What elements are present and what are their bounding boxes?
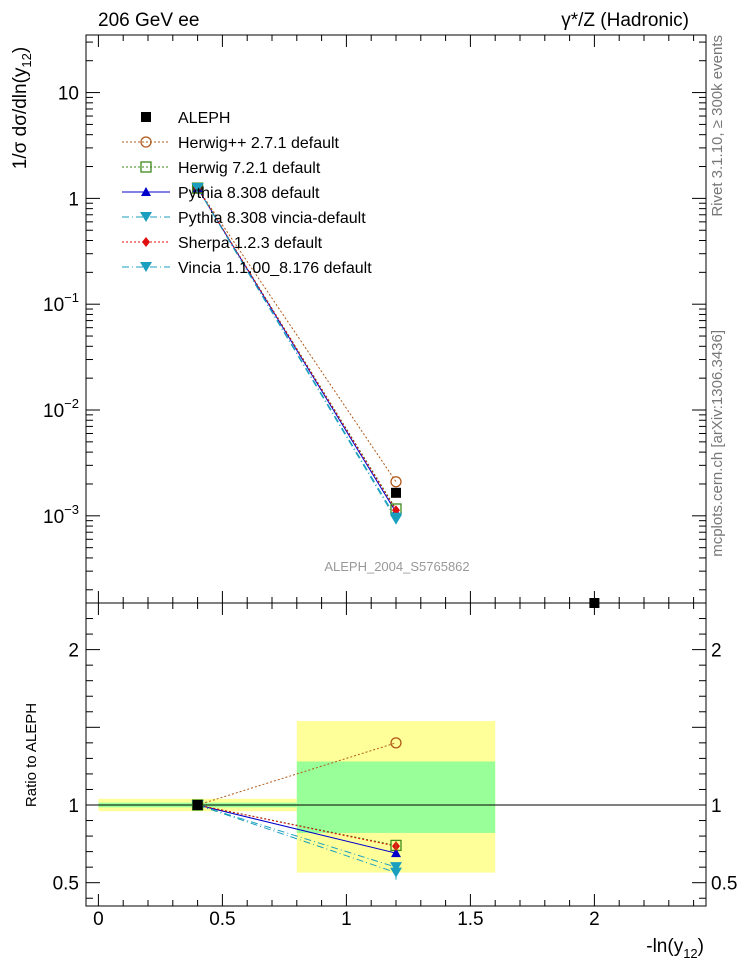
ratio-y-tick-label-right-2: 0.5	[711, 874, 737, 895]
legend-label-6: Vincia 1.1.00_8.176 default	[178, 260, 372, 277]
ratio-point-aleph-shape	[192, 800, 203, 810]
ratio-point-0-1-shape	[390, 737, 402, 749]
legend-marker-3-shape	[141, 187, 151, 196]
legend-marker-1-shape	[140, 136, 152, 148]
ratio-y-tick-label-right-0: 2	[711, 641, 722, 662]
y-tick-label-3: 10−2	[43, 396, 79, 422]
y-tick-base-3: 10	[43, 401, 64, 422]
main-point-6-0-shape	[191, 183, 204, 194]
legend-marker-0	[141, 112, 151, 122]
legend-marker-6-shape	[140, 262, 152, 272]
x-tick-label-3: 1.5	[457, 909, 483, 930]
legend-entry-3: Pythia 8.308 default	[122, 185, 320, 202]
ratio-line-3	[197, 804, 397, 874]
legend-label-3: Pythia 8.308 default	[178, 185, 320, 202]
mcplots-label: mcplots.cern.ch [arXiv:1306.3436]	[709, 330, 726, 557]
legend-entry-0: ALEPH	[141, 110, 230, 127]
xlabel: -ln(y12)	[646, 936, 704, 961]
x-tick-label-0: 0	[93, 909, 104, 930]
ratio-line-5	[197, 804, 397, 868]
y-tick-exp-2: −1	[64, 290, 79, 305]
ratio-ylabel: Ratio to ALEPH	[23, 703, 40, 807]
ratio-y-tick-label-left-0: 2	[68, 641, 79, 662]
legend-marker-2-shape	[140, 161, 152, 173]
header-left: 206 GeV ee	[98, 10, 199, 31]
y-tick-label-2: 10−1	[43, 290, 79, 316]
main-point-0-1-shape	[391, 487, 401, 498]
legend-label-1: Herwig++ 2.7.1 default	[178, 135, 340, 152]
ratio-y-tick-label-left-2: 0.5	[53, 874, 79, 895]
legend-label-2: Herwig 7.2.1 default	[178, 160, 321, 177]
ratio-line-4	[197, 804, 397, 847]
y-tick-label-1: 1	[68, 189, 79, 210]
legend-marker-2	[140, 161, 152, 173]
legend-marker-5	[142, 237, 150, 247]
main-line-6	[197, 187, 397, 518]
legend: ALEPH Herwig++ 2.7.1 default Herwig 7.2.1 …	[122, 110, 372, 277]
rivet-label: Rivet 3.1.10, ≥ 300k events	[709, 35, 726, 217]
legend-label-0: ALEPH	[178, 110, 230, 127]
main-point-1-1	[390, 476, 402, 488]
ratio-y-tick-label-left-1: 1	[68, 796, 79, 817]
ratio-y-tick-label-right-1: 1	[711, 796, 722, 817]
legend-marker-0-shape	[141, 112, 151, 122]
svg-text:-ln(y12): -ln(y12)	[646, 936, 704, 961]
main-line-5	[197, 187, 397, 511]
legend-marker-6	[140, 262, 152, 272]
legend-marker-4	[140, 212, 152, 222]
svg-text:1/σ dσ/dln(y12): 1/σ dσ/dln(y12)	[10, 47, 34, 169]
main-point-6-0	[191, 183, 204, 194]
ratio-line-0	[197, 742, 397, 806]
y-tick-base-4: 10	[43, 507, 64, 528]
main-point-6-1	[390, 512, 402, 523]
y-tick-exp-4: −3	[64, 502, 79, 517]
analysis-id: ALEPH_2004_S5765862	[324, 559, 469, 574]
legend-entry-1: Herwig++ 2.7.1 default	[122, 135, 340, 152]
main-point-6-1-shape	[390, 512, 402, 523]
legend-marker-3	[141, 187, 151, 196]
main-point-0-2-shape	[589, 598, 600, 608]
legend-label-4: Pythia 8.308 vincia-default	[178, 210, 366, 227]
main-line-3	[197, 187, 397, 513]
x-tick-label-2: 1	[341, 909, 352, 930]
main-point-0-1	[391, 487, 401, 498]
main-line-1	[197, 187, 397, 483]
ratio-band-3	[296, 761, 496, 833]
legend-entry-2: Herwig 7.2.1 default	[122, 160, 321, 177]
ratio-point-0-1	[390, 737, 402, 749]
series-lines	[197, 187, 397, 874]
x-tick-label-4: 2	[589, 909, 600, 930]
header-right: γ*/Z (Hadronic)	[561, 10, 689, 31]
legend-marker-5-shape	[142, 237, 150, 247]
y-tick-exp-3: −2	[64, 396, 79, 411]
legend-label-5: Sherpa 1.2.3 default	[178, 235, 323, 252]
legend-entry-5: Sherpa 1.2.3 default	[122, 235, 323, 252]
legend-marker-4-shape	[140, 212, 152, 222]
ratio-point-2-1	[391, 848, 401, 858]
series-markers	[191, 182, 600, 880]
ratio-line-2	[197, 804, 397, 854]
ratio-point-2-1-shape	[391, 848, 401, 858]
y-tick-label-4: 10−3	[43, 502, 79, 528]
legend-entry-6: Vincia 1.1.00_8.176 default	[122, 260, 372, 277]
legend-entry-4: Pythia 8.308 vincia-default	[122, 210, 366, 227]
y-tick-label-0: 10	[58, 84, 79, 105]
ratio-point-aleph	[192, 800, 203, 810]
main-point-0-2	[589, 598, 600, 608]
x-tick-label-1: 0.5	[209, 909, 235, 930]
legend-marker-1	[140, 136, 152, 148]
main-point-1-1-shape	[390, 476, 402, 488]
y-tick-base-2: 10	[43, 295, 64, 316]
main-ylabel: 1/σ dσ/dln(y12)	[10, 47, 34, 169]
